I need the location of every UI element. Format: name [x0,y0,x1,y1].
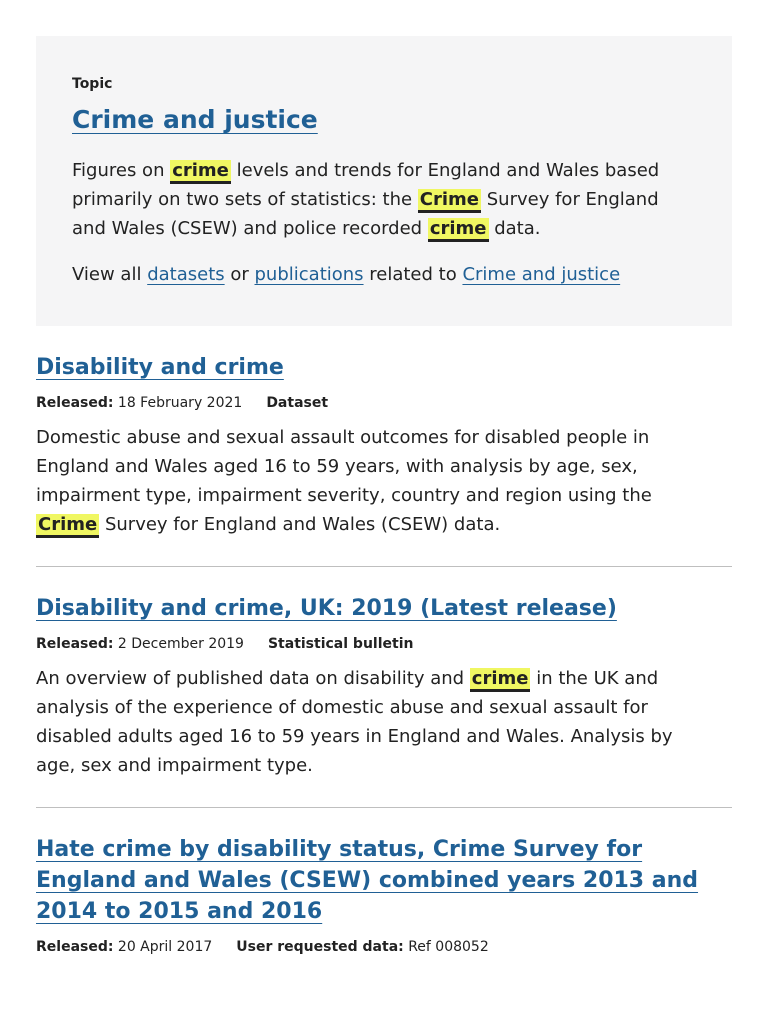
release-info: Released: 20 April 2017 [36,937,212,957]
released-label: Released: [36,939,114,955]
reference-number: Ref 008052 [408,939,489,955]
datasets-link[interactable]: datasets [147,264,225,285]
results-list: Disability and crime Released: 18 Februa… [36,352,732,1010]
result-item: Disability and crime, UK: 2019 (Latest r… [36,593,732,808]
result-meta: Released: 20 April 2017 User requested d… [36,937,732,957]
related-to-text: related to [363,264,463,285]
content-type: Dataset [266,395,329,411]
released-date: 18 February 2021 [117,395,243,411]
or-text: or [224,264,255,285]
content-type: Statistical bulletin [267,636,414,652]
result-meta: Released: 2 December 2019 Statistical bu… [36,634,732,654]
topic-description: Figures on crime levels and trends for E… [72,156,682,243]
search-term-highlight: crime [469,668,531,692]
result-title-link[interactable]: Disability and crime, UK: 2019 (Latest r… [36,596,617,621]
topic-desc-text: Survey for England and Wales (CSEW) and … [72,189,659,239]
result-title-link[interactable]: Hate crime by disability status, Crime S… [36,837,699,924]
result-item: Disability and crime Released: 18 Februa… [36,352,732,567]
release-info: Released: 18 February 2021 [36,393,242,413]
search-term-highlight: Crime [417,189,482,213]
summary-text: Survey for England and Wales (CSEW) data… [99,514,501,535]
result-summary: Domestic abuse and sexual assault outcom… [36,423,696,539]
topic-related-links: View all datasets or publications relate… [72,260,696,289]
summary-text: in the UK and analysis of the experience… [36,668,673,776]
topic-kicker: Topic [72,76,113,92]
view-all-text: View all [72,264,148,285]
search-term-highlight: crime [170,160,231,184]
result-item: Hate crime by disability status, Crime S… [36,834,732,984]
summary-text: An overview of published data on disabil… [36,668,470,689]
topic-card: Topic Crime and justice Figures on crime… [36,36,732,326]
result-title-link[interactable]: Disability and crime [36,355,284,380]
topic-desc-text: data. [488,218,541,239]
search-term-highlight: crime [427,218,489,242]
released-label: Released: [36,395,114,411]
released-date: 20 April 2017 [117,939,213,955]
released-label: Released: [36,636,114,652]
publications-link[interactable]: publications [254,264,364,285]
user-requested-label: User requested data: [236,939,404,955]
topic-desc-text: levels and trends for England and Wales … [72,160,660,210]
result-summary: An overview of published data on disabil… [36,664,696,780]
topic-desc-text: Figures on [72,160,171,181]
user-requested-info: User requested data: Ref 008052 [236,937,488,957]
release-info: Released: 2 December 2019 [36,634,244,654]
topic-title-link[interactable]: Crime and justice [72,105,318,134]
result-meta: Released: 18 February 2021 Dataset [36,393,732,413]
summary-text: Domestic abuse and sexual assault outcom… [36,427,652,506]
released-date: 2 December 2019 [117,636,244,652]
search-term-highlight: Crime [36,514,100,538]
topic-crime-justice-link[interactable]: Crime and justice [462,264,621,285]
